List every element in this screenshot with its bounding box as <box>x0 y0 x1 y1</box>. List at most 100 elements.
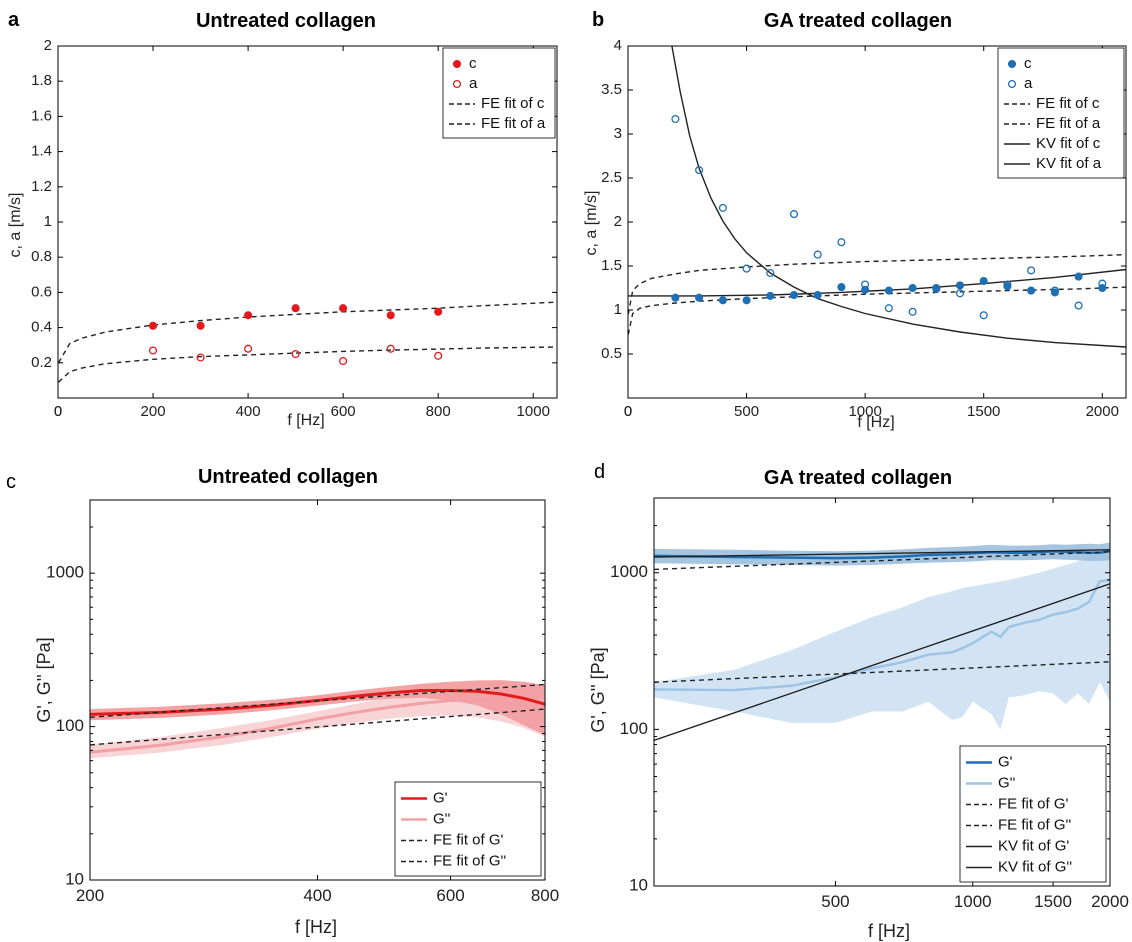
chart-d-ylabel: G', G'' [Pa] <box>588 647 608 732</box>
chart-a-ytick-label: 0.6 <box>31 283 52 300</box>
chart-b-point-c-13 <box>979 276 988 286</box>
chart-a-ytick-label: 1.4 <box>31 143 52 160</box>
chart-c-line-1 <box>90 698 545 754</box>
chart-c-line-2 <box>90 683 545 718</box>
chart-b-point-a-3 <box>742 264 751 273</box>
chart-d-ytick-label: 1000 <box>610 562 648 581</box>
chart-d-legend-box <box>959 745 1107 883</box>
chart-c-legend-label-0: G' <box>433 789 448 806</box>
chart-c-ytick-label: 10 <box>65 869 84 888</box>
chart-b-legend-label-1: a <box>1024 75 1033 92</box>
chart-b-point-a-8 <box>861 280 870 289</box>
chart-b-xtick-label: 2000 <box>1086 403 1119 420</box>
chart-b-point-c-17 <box>1074 272 1083 281</box>
chart-a-ytick-label: 1.8 <box>31 72 52 89</box>
chart-a-legend-box <box>442 47 556 139</box>
chart-b-line-4 <box>628 268 1126 297</box>
chart-c-line-3 <box>90 708 545 746</box>
chart-c-legend: G' G'' FE fit of G' FE fit of G'' <box>394 781 542 877</box>
chart-a-legend-label-2: FE fit of c <box>481 95 545 112</box>
chart-d-legend-label-3: FE fit of G'' <box>998 816 1071 833</box>
chart-a-point-c-4 <box>339 304 348 313</box>
chart-b-point-c-6 <box>813 290 822 300</box>
chart-b-point-c-15 <box>1027 286 1036 295</box>
chart-d-band-1 <box>654 546 1110 730</box>
chart-a-point-c-0 <box>148 321 158 330</box>
chart-d-data <box>654 542 1110 742</box>
chart-a-xtick-label: 600 <box>331 403 356 420</box>
chart-b-ytick-label: 1.5 <box>601 257 622 274</box>
chart-a-point-c-3 <box>291 304 300 313</box>
chart-b-point-a-15 <box>1027 266 1036 275</box>
chart-b-point-a-16 <box>1050 286 1059 295</box>
chart-a-ytick-label: 1.6 <box>31 107 52 124</box>
chart-a-point-c-6 <box>434 307 443 316</box>
chart-d-line-3 <box>654 661 1110 683</box>
chart-c-ytick-label: 1000 <box>46 563 84 582</box>
chart-c-xtick-label: 400 <box>303 886 331 905</box>
chart-a-legend-marker-0 <box>452 59 462 69</box>
chart-b-xtick-label: 1500 <box>967 403 1000 420</box>
chart-b-point-a-6 <box>813 250 822 259</box>
chart-a-point-c-2 <box>244 311 253 320</box>
chart-d-xtick-label: 2000 <box>1091 892 1129 911</box>
chart-a-ylabel: c, a [m/s] <box>7 193 24 258</box>
chart-c-legend-label-1: G'' <box>433 810 451 827</box>
chart-b-point-a-2 <box>718 203 727 212</box>
chart-b-xtick-label: 1000 <box>848 403 881 420</box>
chart-b-legend-label-2: FE fit of c <box>1036 95 1100 112</box>
chart-b-point-a-7 <box>837 238 846 247</box>
chart-b-point-a-18 <box>1098 279 1107 288</box>
chart-b-line-5 <box>671 46 1126 348</box>
chart-a-point-a-4 <box>339 356 348 366</box>
chart-a-ytick-label: 1 <box>44 213 52 230</box>
chart-a-legend-marker-1 <box>452 79 462 89</box>
chart-b-xtick-label: 0 <box>624 403 632 420</box>
chart-d-legend-label-1: G'' <box>998 774 1016 791</box>
chart-a-x-origin-label: 0 <box>54 403 62 420</box>
chart-b-point-c-12 <box>955 281 965 290</box>
chart-b-ytick-label: 0.5 <box>601 345 622 362</box>
chart-d-legend: G' G'' FE fit of G' FE fit of G'' KV fit of … <box>959 745 1107 883</box>
panel-label-d: d <box>594 461 605 483</box>
chart-c: 200 400 600 800 10 100 1000 G' G'' FE fit of G' FE… <box>46 499 559 905</box>
chart-b-legend-label-4: KV fit of c <box>1036 135 1101 152</box>
chart-b-point-c-3 <box>742 296 751 305</box>
chart-a-point-a-2 <box>244 344 253 353</box>
chart-b-point-a-13 <box>979 311 988 320</box>
chart-d-xtick-label: 500 <box>821 892 849 911</box>
chart-a-ytick-label: 1.2 <box>31 178 52 195</box>
chart-b-xlabel: f [Hz] <box>857 414 894 431</box>
chart-a-point-a-6 <box>434 351 443 360</box>
chart-d-line-2 <box>654 551 1110 571</box>
chart-b-title: GA treated collagen <box>764 10 952 32</box>
chart-c-legend-label-3: FE fit of G'' <box>433 852 506 869</box>
chart-b-ytick-label: 1 <box>614 301 622 318</box>
chart-b-legend-marker-0 <box>1007 59 1017 69</box>
chart-b-ytick-label: 3 <box>614 125 622 142</box>
chart-d-title: GA treated collagen <box>764 467 952 489</box>
chart-d-ytick-label: 10 <box>629 875 648 894</box>
chart-a-legend-label-3: FE fit of a <box>481 115 546 132</box>
chart-b-point-c-2 <box>718 296 727 305</box>
chart-c-line-0 <box>90 689 545 716</box>
chart-c-legend-label-2: FE fit of G' <box>433 831 504 848</box>
chart-c-ytick-label: 100 <box>56 716 84 735</box>
chart-d-frame <box>653 497 1111 887</box>
chart-b-legend-label-5: KV fit of a <box>1036 155 1102 172</box>
chart-a-point-a-3 <box>291 349 300 359</box>
chart-a-point-a-5 <box>386 344 395 353</box>
chart-d-line-5 <box>654 583 1110 742</box>
chart-a-legend-label-1: a <box>469 75 478 92</box>
chart-c-xtick-label: 600 <box>436 886 464 905</box>
chart-c-xtick-label: 800 <box>531 886 559 905</box>
chart-b-point-c-4 <box>766 291 775 300</box>
chart-a-ytick-label: 0.2 <box>31 354 52 371</box>
chart-a-ytick-label: 0.8 <box>31 248 52 265</box>
chart-a-data <box>58 301 557 383</box>
chart-b-point-a-11 <box>932 283 941 293</box>
chart-b-point-c-0 <box>671 293 680 302</box>
chart-b-data <box>628 46 1126 348</box>
